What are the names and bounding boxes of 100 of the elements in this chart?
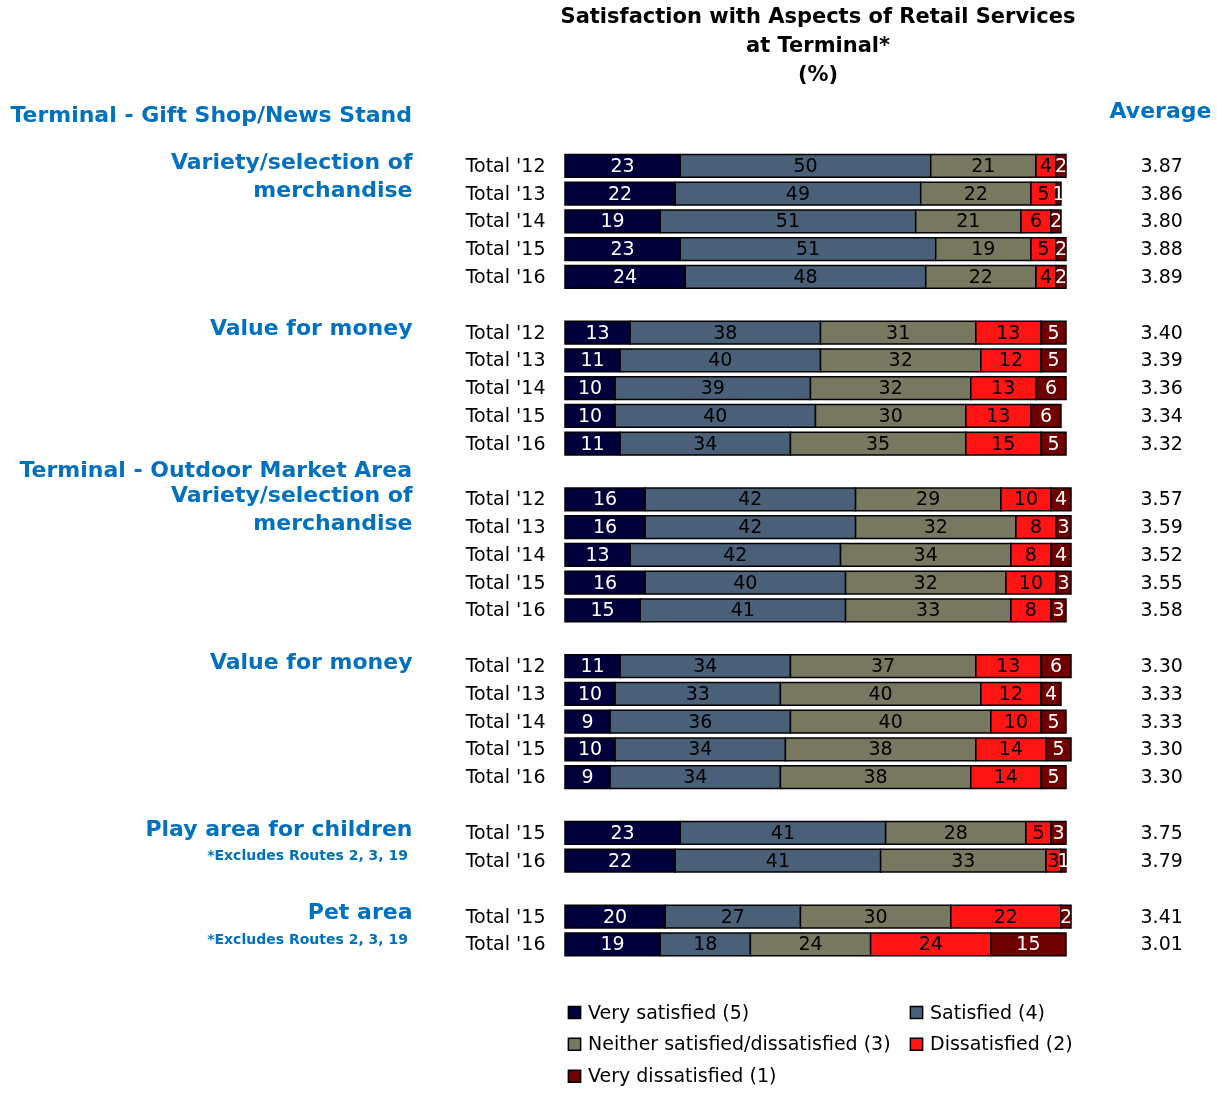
y2-tick-label: 3.33	[1140, 709, 1183, 732]
data-label: 8	[1024, 598, 1037, 621]
data-label: 40	[733, 570, 758, 593]
y-tick-label: Total '12	[464, 654, 546, 677]
data-label: 22	[993, 904, 1018, 927]
data-label: 8	[1024, 542, 1037, 565]
y2-tick-label: 3.52	[1140, 542, 1183, 565]
data-label: 28	[943, 820, 968, 843]
y-tick-label: Total '16	[464, 431, 546, 454]
text: Terminal - Gift Shop/News Stand	[10, 102, 412, 127]
data-label: 51	[795, 237, 821, 260]
y-tick-label: Total '16	[464, 765, 546, 788]
data-label: 33	[951, 848, 976, 871]
data-label: 41	[770, 820, 796, 843]
y-tick-label: Total '16	[464, 848, 546, 871]
data-label: 38	[713, 320, 738, 343]
data-label: 12	[998, 348, 1023, 371]
data-label: 4	[1054, 542, 1068, 565]
y-tick-label: Total '16	[464, 598, 546, 621]
data-label: 5	[1047, 320, 1060, 343]
data-label: 13	[996, 654, 1021, 677]
y2-tick-label: 3.32	[1140, 431, 1183, 454]
data-label: 10	[577, 376, 603, 399]
data-label: 2	[1054, 264, 1068, 287]
legend-label: Neither satisfied/dissatisfied (3)	[588, 1032, 891, 1055]
data-label: 5	[1047, 348, 1060, 371]
data-label: 6	[1044, 376, 1058, 399]
data-label: 27	[720, 904, 745, 927]
y2-tick-label: 3.87	[1140, 153, 1183, 176]
y-tick-label: Total '14	[464, 542, 546, 565]
data-label: 39	[700, 376, 725, 399]
y2-axis-title: Average	[1109, 97, 1212, 123]
text: Terminal - Outdoor Market Area	[19, 456, 412, 482]
data-label: 13	[991, 376, 1016, 399]
data-label: 42	[738, 515, 763, 538]
y2-tick-label: 3.75	[1140, 820, 1183, 843]
y-tick-label: Total '15	[464, 820, 546, 843]
y-tick-label: Total '13	[464, 515, 546, 538]
data-label: 29	[916, 487, 941, 510]
legend-label: Satisfied (4)	[930, 1000, 1046, 1023]
data-label: 32	[888, 348, 913, 371]
data-label: 38	[863, 765, 888, 788]
y2-tick-label: 3.79	[1140, 848, 1183, 871]
data-label: 3	[1047, 848, 1060, 871]
data-label: 5	[1047, 709, 1060, 732]
data-label: 13	[996, 320, 1021, 343]
data-label: 2	[1049, 209, 1063, 232]
data-label: 42	[738, 487, 763, 510]
data-label: 3	[1052, 820, 1065, 843]
y-tick-label: Total '16	[464, 932, 546, 955]
text: *Excludes Routes 2, 3, 19	[207, 847, 408, 863]
data-label: 11	[580, 654, 605, 677]
data-label: 10	[1013, 487, 1038, 510]
data-label: 19	[600, 209, 625, 232]
y-tick-label: Total '13	[464, 348, 546, 371]
data-label: 34	[693, 431, 718, 454]
data-label: 34	[693, 654, 718, 677]
data-label: 10	[577, 681, 603, 704]
y2-tick-label: 3.59	[1140, 515, 1183, 538]
data-label: 16	[592, 570, 618, 593]
data-label: 31	[886, 320, 911, 343]
data-label: 3	[1052, 598, 1065, 621]
data-label: 24	[613, 264, 638, 287]
data-label: 34	[913, 542, 938, 565]
data-label: 50	[793, 153, 818, 176]
data-label: 19	[600, 932, 625, 955]
data-label: 11	[580, 431, 605, 454]
data-label: 11	[580, 348, 605, 371]
data-label: 13	[585, 542, 610, 565]
data-label: 20	[603, 904, 628, 927]
y-axis-title: Variety/selection of merchandise	[170, 148, 413, 202]
data-label: 13	[585, 320, 610, 343]
y-tick-label: Total '15	[464, 237, 546, 260]
legend-label: Very satisfied (5)	[588, 1000, 750, 1023]
y2-tick-label: 3.41	[1140, 904, 1183, 927]
data-label: 32	[923, 515, 948, 538]
y-axis-title: Value for money	[209, 648, 413, 674]
data-label: 5	[1047, 765, 1060, 788]
data-label: 48	[793, 264, 818, 287]
data-label: 38	[868, 737, 893, 760]
data-label: 2	[1059, 904, 1073, 927]
data-label: 30	[878, 403, 903, 426]
data-label: 2	[1054, 237, 1068, 260]
data-label: 9	[581, 765, 594, 788]
chart-title: Satisfaction with Aspects of Retail Services at Terminal* (%)	[560, 4, 1076, 86]
y2-tick-label: 3.34	[1140, 403, 1183, 426]
data-label: 40	[868, 681, 893, 704]
data-label: 37	[871, 654, 896, 677]
data-label: 16	[592, 515, 618, 538]
data-label: 24	[918, 932, 943, 955]
y2-tick-label: 3.88	[1140, 237, 1183, 260]
y2-tick-label: 3.89	[1140, 264, 1183, 287]
y2-tick-label: 3.55	[1140, 570, 1183, 593]
data-label: 40	[703, 403, 728, 426]
data-label: 4	[1039, 264, 1052, 287]
data-label: 15	[991, 431, 1016, 454]
data-label: 40	[878, 709, 903, 732]
data-label: 33	[685, 681, 710, 704]
y2-tick-label: 3.57	[1140, 487, 1183, 510]
data-label: 16	[592, 487, 618, 510]
